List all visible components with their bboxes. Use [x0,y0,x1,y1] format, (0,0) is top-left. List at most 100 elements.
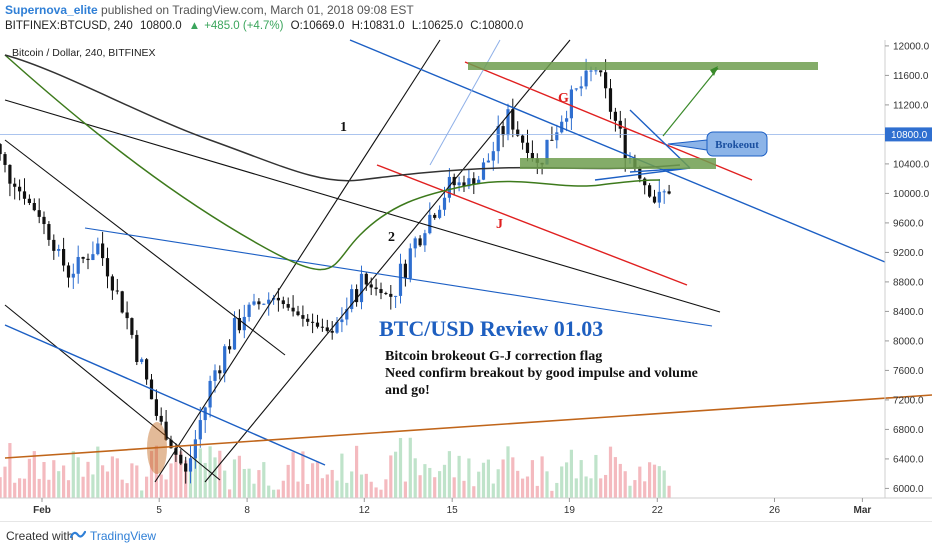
chart-header: Supernova_elite published on TradingView… [0,0,932,38]
candle-body [550,139,554,141]
volume-bar [66,480,71,498]
published-text: published on TradingView.com, March 01, … [101,3,414,17]
candle-body [105,258,110,277]
candle-body [481,162,486,180]
candle-body [335,322,339,333]
volume-bar [364,473,368,498]
candle-body [130,318,134,335]
downtrend-line-b [4,304,221,481]
candle-body [472,178,476,184]
tradingview-brand[interactable]: TradingView [90,529,157,543]
volume-bar [42,462,46,498]
volume-bar [22,478,27,498]
candle-body [643,178,647,186]
candle-body [579,86,583,89]
time-axis[interactable]: Feb581215192226Mar58 [33,498,932,516]
volume-bar [115,458,119,498]
downtrend-line-c [4,99,721,313]
candle-body [8,164,12,184]
volume-bar [86,461,90,498]
candle-body [369,284,373,288]
volume-bar [574,478,578,498]
volume-bar [301,451,305,498]
price-chart[interactable]: 6000.0 6400.0 6800.0 7200.0 7600.0 8000.0 8400… [0,38,932,521]
candle-body [125,312,129,319]
candle-body [203,407,207,421]
volume-bar [330,469,334,498]
blue-trend-lower [4,324,326,466]
candle-body [325,327,329,331]
volume-bar [355,445,359,498]
green-moving-average [4,54,661,271]
y-tick-label: 9200.0 [893,248,924,259]
volume-bar [433,477,437,498]
volume-bar [618,463,622,498]
author-link[interactable]: Supernova_elite [5,3,98,17]
volume-bar [320,478,324,498]
comment-line-2: Need confirm breakout by good impulse an… [385,366,698,381]
volume-bar [154,445,158,498]
candle-body [315,322,320,327]
candle-body [560,121,564,133]
volume-bar [3,466,7,498]
candle-body [62,248,66,266]
y-tick-label: 10000.0 [893,189,930,200]
y-tick-label: 6000.0 [893,484,924,495]
volume-bar [32,451,36,498]
volume-bar [105,471,110,498]
candle-body [379,289,383,294]
volume-bar [140,490,144,498]
candle-body [135,334,139,362]
volume-bar [359,474,364,498]
candle-body [330,330,334,333]
volume-bar [213,457,217,498]
x-tick-label: Mar [854,505,872,516]
candle-body [462,182,466,187]
high-value: H:10831.0 [351,20,405,32]
close-value: C:10800.0 [470,20,524,32]
volume-bar [481,462,486,498]
candle-body [198,420,202,440]
target-arrow-line [662,67,719,137]
candle-body [657,191,661,203]
candle-body [545,139,549,165]
volume-bar [71,451,75,498]
candle-body [13,183,17,187]
candle-body [608,88,613,112]
x-tick-label: Feb [33,505,51,516]
volume-bar [643,481,647,498]
volume-bar [18,478,22,498]
volume-bar [76,457,80,498]
trend-lines [0,39,932,483]
y-tick-label: 7600.0 [893,366,924,377]
volume-bar [428,467,432,498]
volume-bar [37,478,41,498]
candle-body [662,191,666,193]
candle-body [193,439,197,459]
candle-body [76,256,80,274]
candle-body [262,303,266,305]
candle-body [252,301,256,305]
volume-bar [315,461,320,498]
volume-bar [418,475,422,498]
candle-body [301,315,305,319]
price-axis[interactable]: 6000.0 6400.0 6800.0 7200.0 7600.0 8000.0 8400… [885,41,932,495]
y-tick-label: 8000.0 [893,336,924,347]
volume-bar [272,489,276,498]
candle-body [584,70,588,87]
x-tick-label: 12 [359,505,371,516]
volume-bar [633,480,637,498]
candle-body [408,248,412,279]
downtrend-line-a [4,139,286,356]
candle-body [491,151,495,161]
candle-body [281,300,285,305]
candle-body [286,304,290,308]
candle-body [179,454,183,464]
volume-bar [623,471,627,498]
candle-body [311,321,315,323]
volume-bar [565,462,569,498]
price-change: +485.0 (+4.7%) [204,20,284,32]
volume-bar [491,483,495,498]
candle-body [184,463,188,472]
candle-body [604,72,608,89]
